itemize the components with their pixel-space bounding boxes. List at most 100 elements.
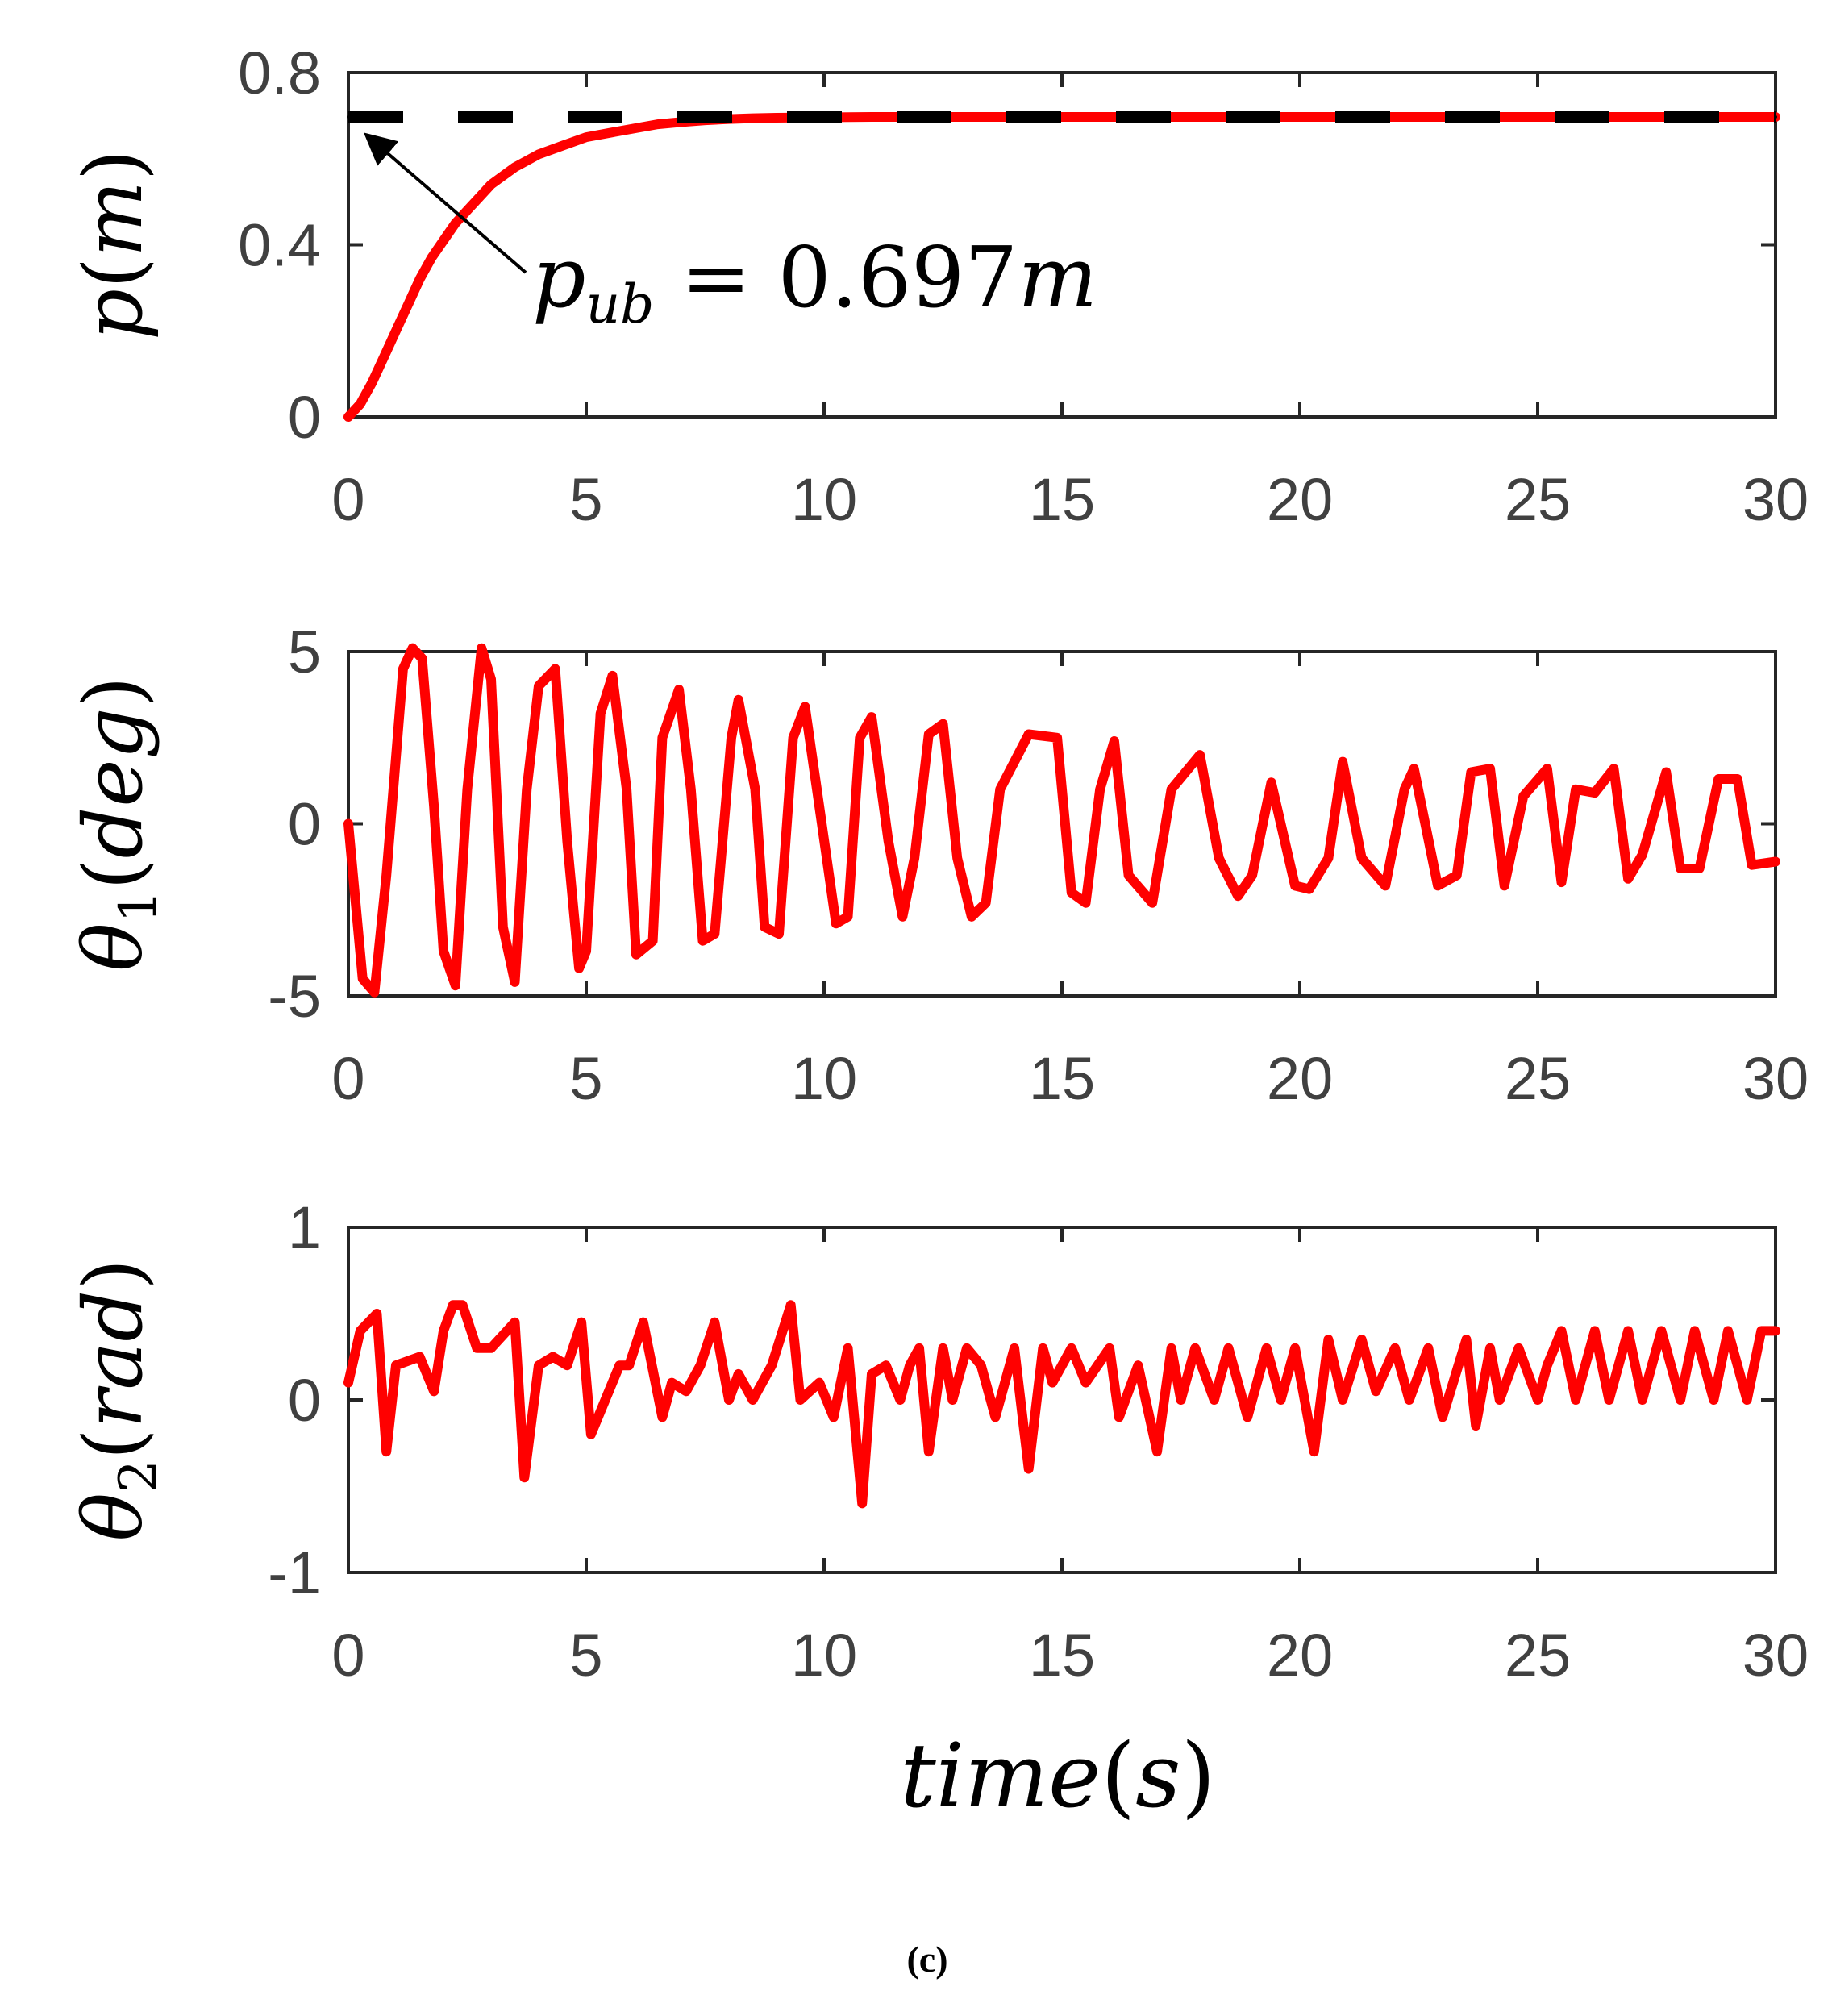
data-point bbox=[1497, 1398, 1501, 1402]
data-point bbox=[1264, 1346, 1268, 1350]
data-point bbox=[1536, 115, 1539, 119]
data-point bbox=[1293, 884, 1297, 888]
annotation-arrow bbox=[363, 132, 527, 274]
data-point bbox=[698, 1364, 702, 1368]
data-point bbox=[418, 277, 422, 281]
x-tick-label: 15 bbox=[1029, 1045, 1095, 1112]
data-point bbox=[1545, 767, 1549, 771]
data-point bbox=[1559, 881, 1563, 885]
data-point bbox=[451, 1303, 455, 1307]
data-point bbox=[1426, 1346, 1430, 1350]
data-point bbox=[489, 1346, 493, 1350]
data-point bbox=[385, 873, 389, 877]
data-point bbox=[1488, 1346, 1492, 1350]
data-point bbox=[382, 355, 386, 359]
data-point bbox=[870, 1372, 873, 1376]
data-point bbox=[565, 839, 569, 843]
data-point bbox=[1759, 1329, 1763, 1333]
data-point bbox=[442, 1329, 445, 1333]
data-point bbox=[1226, 1346, 1230, 1350]
data-point bbox=[1436, 884, 1440, 888]
data-point bbox=[751, 1398, 755, 1402]
data-point bbox=[818, 805, 822, 809]
data-point bbox=[1169, 787, 1173, 791]
data-point bbox=[432, 805, 436, 809]
data-point bbox=[385, 1450, 389, 1454]
data-point bbox=[625, 787, 629, 791]
data-point bbox=[1359, 856, 1364, 860]
data-point bbox=[430, 256, 434, 260]
data-point bbox=[1384, 884, 1388, 888]
data-point bbox=[1374, 1389, 1378, 1393]
data-point bbox=[1117, 1415, 1121, 1419]
data-point bbox=[1626, 1329, 1630, 1333]
data-point bbox=[632, 127, 635, 131]
data-point bbox=[1488, 767, 1492, 771]
data-point bbox=[941, 722, 945, 726]
data-point bbox=[580, 1320, 584, 1324]
data-point bbox=[589, 1432, 593, 1436]
x-tick-label: 20 bbox=[1267, 466, 1333, 533]
data-point bbox=[651, 939, 655, 943]
data-point bbox=[729, 735, 733, 739]
data-point bbox=[951, 1398, 955, 1402]
data-point bbox=[713, 932, 717, 936]
data-point bbox=[1136, 1364, 1140, 1368]
data-point bbox=[410, 646, 414, 650]
y-tick-label: 0.8 bbox=[238, 40, 321, 106]
data-point bbox=[1179, 1398, 1183, 1402]
data-point bbox=[918, 1346, 921, 1350]
x-tick-label: 0 bbox=[331, 466, 364, 533]
x-tick-label: 5 bbox=[569, 466, 602, 533]
data-point bbox=[1212, 1398, 1216, 1402]
data-point bbox=[956, 856, 960, 860]
data-point bbox=[1640, 1398, 1644, 1402]
data-point bbox=[1155, 1450, 1159, 1454]
x-tick-label: 25 bbox=[1505, 1045, 1571, 1112]
y-tick-label: 1 bbox=[288, 1194, 321, 1261]
data-point bbox=[465, 787, 469, 791]
data-point bbox=[370, 381, 374, 385]
data-point bbox=[753, 787, 757, 791]
data-point bbox=[523, 1476, 527, 1480]
data-point bbox=[1112, 739, 1116, 744]
data-point bbox=[1593, 1329, 1597, 1333]
data-point bbox=[489, 677, 493, 681]
data-point bbox=[965, 1346, 968, 1350]
data-point bbox=[1469, 770, 1473, 774]
data-point bbox=[1726, 1329, 1730, 1333]
data-point bbox=[736, 1372, 740, 1376]
data-point bbox=[1712, 1398, 1716, 1402]
data-point bbox=[418, 1355, 422, 1359]
y-tick-label: 0 bbox=[288, 1367, 321, 1434]
data-point bbox=[560, 144, 564, 148]
data-point bbox=[736, 698, 740, 702]
data-point bbox=[1026, 1467, 1030, 1471]
x-tick-label: 10 bbox=[791, 1045, 857, 1112]
data-point bbox=[585, 949, 588, 953]
x-tick-label: 5 bbox=[569, 1622, 602, 1689]
data-point bbox=[373, 990, 377, 994]
data-point bbox=[1536, 1398, 1539, 1402]
data-point bbox=[1217, 856, 1221, 860]
x-tick-label: 10 bbox=[791, 466, 857, 533]
data-point bbox=[670, 1381, 674, 1385]
panel-p: 0 5 10 15 20 25 30 0 0.4 0.8 p(m) pub = 0.697m bbox=[66, 40, 1809, 533]
data-point bbox=[1607, 1398, 1611, 1402]
data-point bbox=[480, 646, 484, 650]
y-tick-label: 0 bbox=[288, 384, 321, 451]
data-point bbox=[701, 939, 705, 943]
series-theta2-line bbox=[344, 1300, 1780, 1509]
data-point bbox=[1026, 732, 1030, 736]
data-point bbox=[394, 329, 398, 333]
data-point bbox=[347, 415, 350, 419]
data-point bbox=[1326, 1338, 1330, 1342]
data-point bbox=[727, 1398, 731, 1402]
data-point bbox=[1393, 1346, 1397, 1350]
data-point bbox=[1312, 1450, 1316, 1454]
data-point bbox=[537, 152, 540, 156]
x-tick-label: 25 bbox=[1505, 466, 1571, 533]
data-point bbox=[1084, 901, 1088, 905]
